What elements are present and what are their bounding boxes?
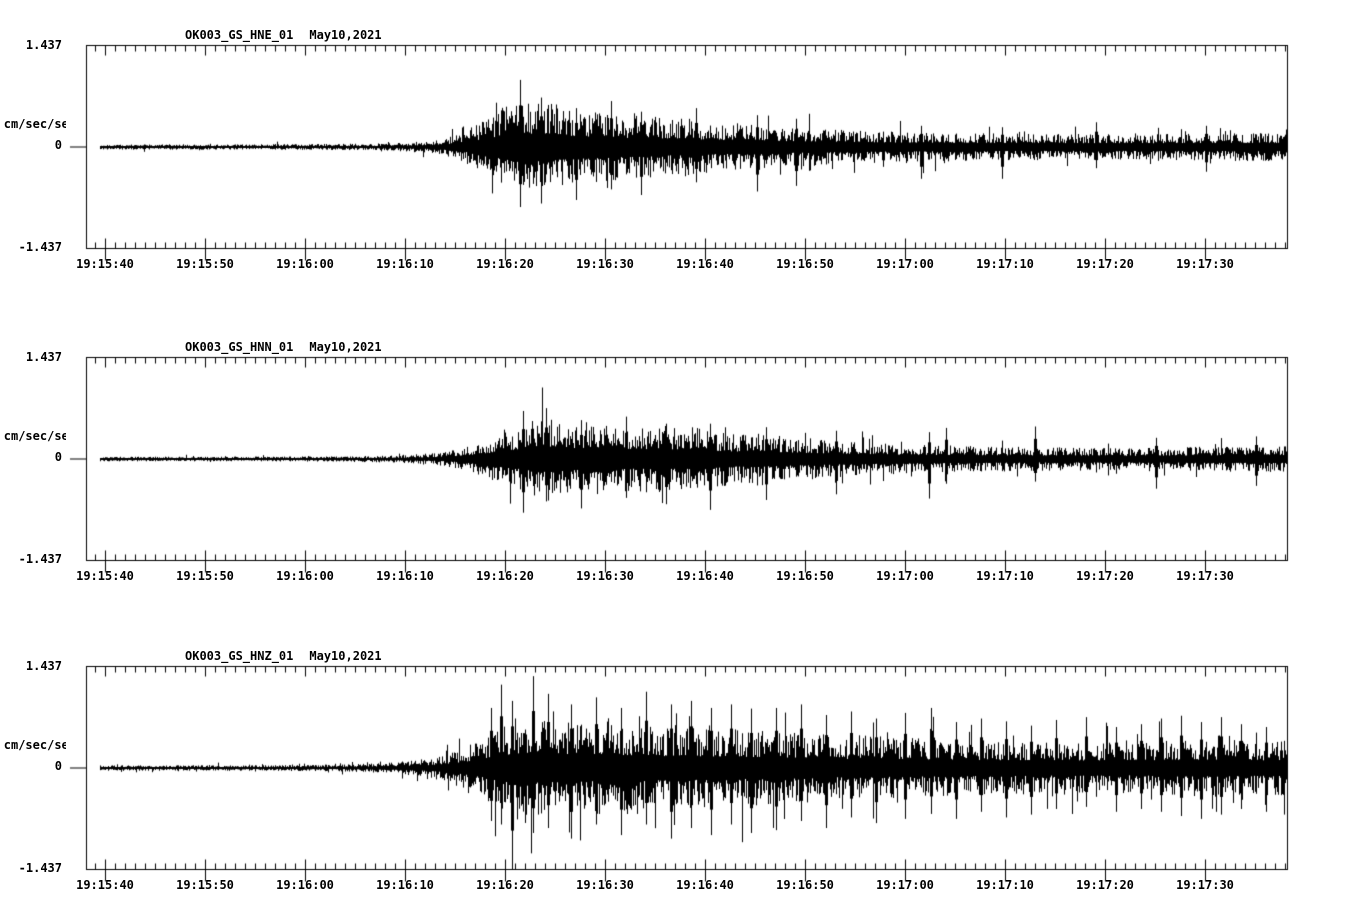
x-tick-label: 19:17:30: [1176, 257, 1234, 271]
y-axis-min-label: -1.437: [18, 552, 62, 566]
x-tick-label: 19:15:50: [176, 878, 234, 892]
x-tick-label: 19:16:30: [576, 257, 634, 271]
y-axis-min-label: -1.437: [18, 240, 62, 254]
x-tick-label: 19:17:00: [876, 257, 934, 271]
record-date: May10,2021: [309, 28, 382, 42]
x-tick-label: 19:17:20: [1076, 569, 1134, 583]
x-tick-label: 19:16:00: [276, 257, 334, 271]
x-tick-label: 19:15:40: [76, 878, 134, 892]
x-tick-label: 19:17:20: [1076, 257, 1134, 271]
channel-name: OK003_GS_HNN_01: [185, 340, 294, 354]
y-axis-unit-label: cm/sec/sec: [3, 117, 76, 131]
x-tick-label: 19:17:30: [1176, 569, 1234, 583]
seismogram-canvas-hne: [66, 44, 1291, 264]
y-axis-zero-label: 0: [54, 138, 62, 152]
x-axis-tick-labels: 19:15:40 19:15:50 19:16:00 19:16:10 19:16:20…: [76, 878, 1287, 894]
x-tick-label: 19:17:10: [976, 569, 1034, 583]
x-tick-label: 19:17:10: [976, 878, 1034, 892]
seismogram-canvas-hnn: [66, 356, 1291, 576]
x-axis-tick-labels: 19:15:40 19:15:50 19:16:00 19:16:10 19:16:20…: [76, 257, 1287, 273]
y-axis-min-label: -1.437: [18, 861, 62, 875]
x-tick-label: 19:16:30: [576, 878, 634, 892]
y-axis-unit-label: cm/sec/sec: [3, 738, 76, 752]
x-tick-label: 19:17:00: [876, 569, 934, 583]
record-date: May10,2021: [309, 649, 382, 663]
x-tick-label: 19:16:50: [776, 878, 834, 892]
y-axis-zero-label: 0: [54, 450, 62, 464]
x-tick-label: 19:17:10: [976, 257, 1034, 271]
seismogram-panel-hnz: OK003_GS_HNZ_01 May10,2021 1.437 cm/sec/s…: [0, 646, 1358, 898]
x-tick-label: 19:16:00: [276, 878, 334, 892]
x-tick-label: 19:16:40: [676, 569, 734, 583]
x-tick-label: 19:16:50: [776, 569, 834, 583]
x-tick-label: 19:15:50: [176, 257, 234, 271]
seismogram-panel-hne: OK003_GS_HNE_01 May10,2021 1.437 cm/sec/s…: [0, 25, 1358, 277]
y-axis-max-label: 1.437: [25, 350, 62, 364]
x-tick-label: 19:17:30: [1176, 878, 1234, 892]
x-tick-label: 19:16:10: [376, 257, 434, 271]
x-tick-label: 19:16:50: [776, 257, 834, 271]
x-tick-label: 19:16:40: [676, 878, 734, 892]
x-tick-label: 19:17:00: [876, 878, 934, 892]
x-tick-label: 19:16:20: [476, 569, 534, 583]
record-date: May10,2021: [309, 340, 382, 354]
x-tick-label: 19:16:00: [276, 569, 334, 583]
x-tick-label: 19:16:30: [576, 569, 634, 583]
channel-name: OK003_GS_HNE_01: [185, 28, 294, 42]
seismogram-panel-hnn: OK003_GS_HNN_01 May10,2021 1.437 cm/sec/s…: [0, 337, 1358, 589]
y-axis-max-label: 1.437: [25, 38, 62, 52]
y-axis-zero-label: 0: [54, 759, 62, 773]
x-tick-label: 19:16:40: [676, 257, 734, 271]
x-tick-label: 19:16:10: [376, 569, 434, 583]
x-axis-tick-labels: 19:15:40 19:15:50 19:16:00 19:16:10 19:16:20…: [76, 569, 1287, 585]
panel-title: OK003_GS_HNE_01 May10,2021: [185, 28, 382, 43]
x-tick-label: 19:17:20: [1076, 878, 1134, 892]
x-tick-label: 19:15:50: [176, 569, 234, 583]
x-tick-label: 19:16:20: [476, 878, 534, 892]
x-tick-label: 19:16:10: [376, 878, 434, 892]
x-tick-label: 19:15:40: [76, 569, 134, 583]
x-tick-label: 19:16:20: [476, 257, 534, 271]
seismogram-canvas-hnz: [66, 665, 1291, 885]
y-axis-unit-label: cm/sec/sec: [3, 429, 76, 443]
panel-title: OK003_GS_HNZ_01 May10,2021: [185, 649, 382, 664]
channel-name: OK003_GS_HNZ_01: [185, 649, 294, 663]
x-tick-label: 19:15:40: [76, 257, 134, 271]
panel-title: OK003_GS_HNN_01 May10,2021: [185, 340, 382, 355]
y-axis-max-label: 1.437: [25, 659, 62, 673]
